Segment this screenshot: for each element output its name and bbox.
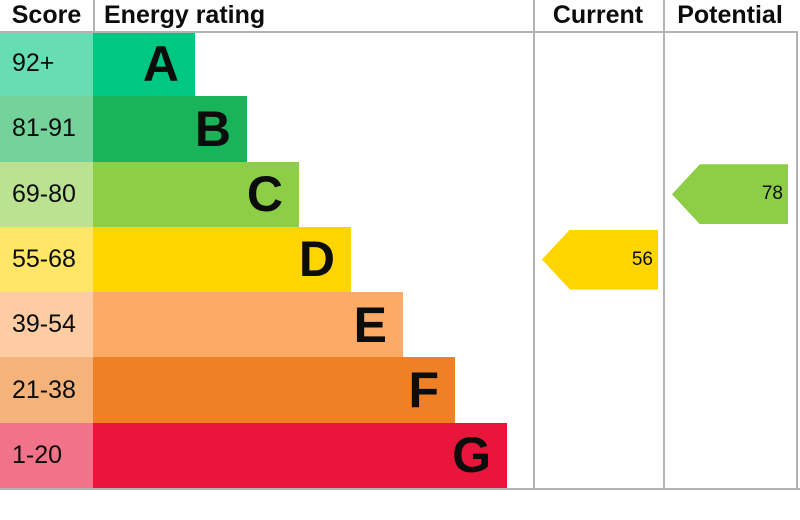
score-range-label: 81-91 <box>0 96 93 162</box>
current-column-header: Current <box>552 1 644 29</box>
score-range-label: 55-68 <box>0 226 93 293</box>
score-range-label: 39-54 <box>0 292 93 358</box>
score-header-divider-line <box>93 0 95 31</box>
rating-bar-d: D <box>93 226 351 293</box>
band-row-b: 81-91 B <box>0 96 247 162</box>
score-range-label: 69-80 <box>0 161 93 227</box>
band-letter: C <box>246 166 283 223</box>
rating-bar-f: F <box>93 357 455 423</box>
band-letter: G <box>452 427 491 484</box>
potential-column-divider-line <box>663 0 665 488</box>
band-letter: B <box>194 100 231 157</box>
band-row-e: 39-54 E <box>0 292 403 358</box>
current-column-divider-line <box>533 0 535 488</box>
current-rating-arrow: 56 <box>542 229 658 290</box>
rating-bar-g: G <box>93 422 507 488</box>
score-range-label: 92+ <box>0 31 93 97</box>
score-range-label: 21-38 <box>0 357 93 423</box>
potential-rating-arrow: 78 <box>672 164 788 225</box>
band-row-d: 55-68 D <box>0 226 351 293</box>
band-letter: F <box>408 362 439 419</box>
band-row-a: 92+ A <box>0 31 195 97</box>
right-border-line <box>796 31 798 488</box>
current-rating-value: 56 <box>631 248 653 270</box>
band-row-f: 21-38 F <box>0 357 455 423</box>
potential-rating-value: 78 <box>761 183 783 205</box>
header-divider-line <box>0 31 797 33</box>
score-column-header: Score <box>11 1 82 29</box>
band-row-g: 1-20 G <box>0 422 507 488</box>
band-row-c: 69-80 C <box>0 161 299 227</box>
energy-rating-column-header: Energy rating <box>104 1 266 29</box>
potential-column-header: Potential <box>677 1 783 29</box>
score-range-label: 1-20 <box>0 422 93 488</box>
rating-bar-a: A <box>93 31 195 97</box>
band-letter: E <box>353 296 387 353</box>
chart-bottom-line <box>0 488 800 490</box>
rating-bar-e: E <box>93 292 403 358</box>
band-letter: A <box>142 35 179 92</box>
rating-bar-b: B <box>93 96 247 162</box>
band-letter: D <box>298 231 335 288</box>
rating-bar-c: C <box>93 161 299 227</box>
